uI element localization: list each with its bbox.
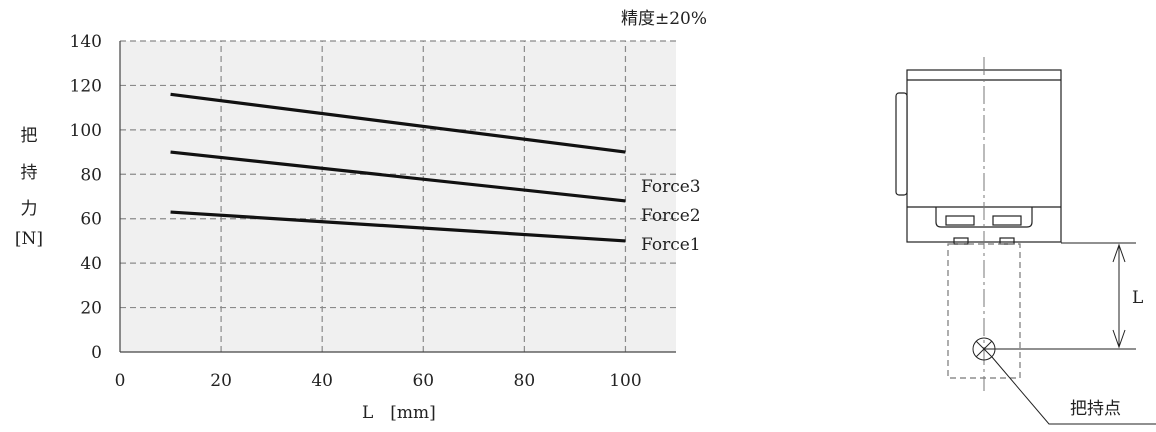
x-tick-label: 20: [210, 371, 232, 391]
dimension-label: L: [1132, 288, 1143, 308]
grip-point-cross-2: [975, 340, 993, 358]
y-tick-label: 40: [80, 254, 102, 274]
jaw-right: [992, 215, 1022, 226]
y-tick-label: 100: [70, 121, 102, 141]
x-tick-label: 40: [311, 371, 333, 391]
gripper-side-bump: [895, 92, 908, 196]
grip-point-leader: [991, 356, 1156, 425]
x-axis-label: L [mm]: [362, 403, 436, 423]
x-tick-label: 60: [412, 371, 434, 391]
series-line-force3: [170, 92, 626, 154]
y-axis-unit: [N]: [15, 229, 43, 249]
y-axis-label-char-2: 持: [21, 163, 38, 183]
y-tick-labels: 0 20 40 60 80 100 120 140: [70, 32, 102, 363]
dimension-arrow-bottom: [1112, 329, 1126, 349]
y-tick-label: 0: [91, 343, 102, 363]
x-tick-labels: 0 20 40 60 80 100: [115, 371, 642, 391]
x-tick-label: 80: [514, 371, 536, 391]
axes: [119, 41, 676, 353]
series-label-force3: Force3: [641, 177, 701, 197]
grip-point-marker: [972, 337, 996, 361]
grid: [120, 40, 676, 352]
series-label-force1: Force1: [641, 235, 701, 255]
series-labels: Force3 Force2 Force1: [641, 177, 701, 255]
y-tick-label: 20: [80, 299, 102, 319]
gripper-diagram: [895, 57, 1156, 425]
y-tick-label: 120: [70, 76, 102, 96]
series-line-force2: [170, 150, 626, 203]
y-tick-label: 140: [70, 32, 102, 52]
y-axis-label-char-1: 把: [21, 126, 38, 146]
x-tick-label: 100: [609, 371, 641, 391]
jaw-left: [945, 215, 975, 226]
finger-right-tab: [999, 237, 1015, 245]
dimension-arrow-top: [1112, 243, 1126, 263]
x-tick-label: 0: [115, 371, 126, 391]
series-line-force1: [170, 210, 626, 243]
grip-point-label: 把持点: [1070, 399, 1121, 419]
y-tick-label: 60: [80, 210, 102, 230]
accuracy-note: 精度±20%: [621, 9, 707, 29]
series-label-force2: Force2: [641, 206, 701, 226]
y-axis-label-char-3: 力: [21, 199, 38, 219]
series-lines: [170, 92, 626, 243]
y-tick-label: 80: [80, 165, 102, 185]
